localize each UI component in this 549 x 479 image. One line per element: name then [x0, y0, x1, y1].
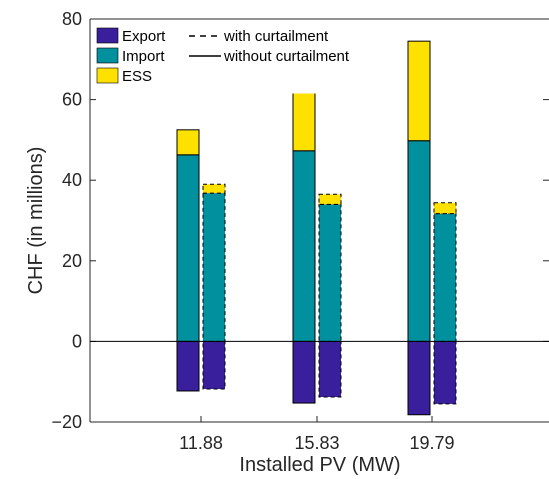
bar-ess-with-curtailment [318, 193, 342, 205]
legend-label-with-curtailment: with curtailment [223, 28, 329, 45]
legend-box [93, 22, 391, 94]
legend-label-without-curtailment: without curtailment [223, 48, 350, 65]
y-axis-label: CHF (in millions) [25, 147, 47, 295]
bar-export-without-curtailment [407, 340, 431, 416]
bar-import-without-curtailment [292, 150, 316, 342]
bar-import-without-curtailment [407, 140, 431, 342]
y-tick-label: −20 [51, 412, 82, 432]
bar-import-without-curtailment [176, 154, 200, 342]
legend: Export Import ESS with curtailment without c… [93, 22, 391, 94]
legend-label-export: Export [122, 28, 166, 45]
y-tick-label: 60 [62, 90, 82, 110]
bar-import-with-curtailment [318, 203, 342, 342]
legend-label-import: Import [122, 48, 165, 65]
y-tick-label: 80 [62, 9, 82, 29]
legend-swatch-import [96, 47, 119, 64]
y-tick-label: 20 [62, 251, 82, 271]
bar-export-with-curtailment [318, 340, 342, 398]
bar-ess-with-curtailment [202, 183, 226, 194]
bar-ess-without-curtailment [292, 90, 316, 152]
x-tick-label: 11.88 [179, 433, 223, 453]
bar-ess-without-curtailment [407, 40, 431, 142]
bar-ess-without-curtailment [176, 129, 200, 156]
bar-export-with-curtailment [202, 340, 226, 390]
bar-export-without-curtailment [176, 340, 200, 392]
legend-label-ess: ESS [122, 68, 152, 85]
bar-import-with-curtailment [433, 213, 457, 342]
bar-ess-with-curtailment [433, 202, 457, 215]
x-tick-label: 19.79 [409, 433, 454, 453]
bar-import-with-curtailment [202, 192, 226, 342]
legend-swatch-export [96, 27, 119, 44]
y-tick-label: 0 [72, 331, 82, 351]
x-axis-label: Installed PV (MW) [239, 454, 400, 476]
legend-swatch-ess [96, 67, 119, 84]
bar-export-with-curtailment [433, 340, 457, 405]
bar-export-without-curtailment [292, 340, 316, 404]
x-tick-label: 15.83 [294, 433, 339, 453]
y-tick-label: 40 [62, 170, 82, 190]
